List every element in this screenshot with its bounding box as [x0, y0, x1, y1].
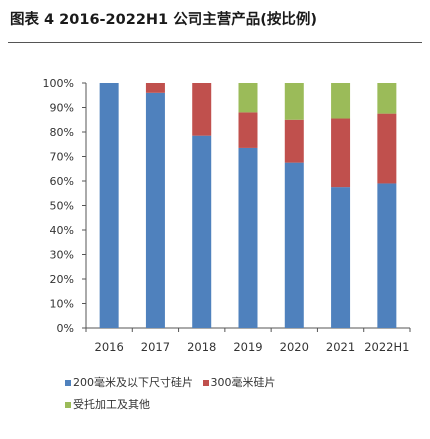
x-tick-label: 2016	[95, 340, 124, 354]
y-tick-label: 10%	[50, 298, 74, 311]
legend-swatch-300mm	[202, 380, 209, 386]
legend-swatch-other	[65, 402, 71, 408]
title-divider	[8, 42, 422, 43]
bar-segment-2017-s0	[145, 92, 165, 328]
y-tick-label: 60%	[50, 175, 74, 188]
bar-segment-2022H1-s2	[377, 83, 397, 114]
legend: 200毫米及以下尺寸硅片 300毫米硅片	[65, 374, 282, 390]
legend-label-other: 受托加工及其他	[73, 398, 150, 411]
bar-segment-2019-s2	[238, 83, 258, 113]
x-tick-label: 2017	[141, 340, 170, 354]
legend-swatch-200mm	[65, 380, 71, 386]
bar-segment-2021-s0	[331, 187, 351, 328]
y-tick-label: 100%	[43, 77, 74, 90]
bar-segment-2022H1-s0	[377, 183, 397, 328]
bar-segment-2022H1-s1	[377, 113, 397, 184]
bar-segment-2020-s2	[284, 83, 304, 120]
y-tick-label: 30%	[50, 249, 74, 262]
y-tick-label: 20%	[50, 273, 74, 286]
y-tick-label: 90%	[50, 102, 74, 115]
x-tick-label: 2021	[326, 340, 355, 354]
y-tick-label: 0%	[57, 322, 74, 335]
bar-segment-2020-s0	[284, 162, 304, 328]
x-tick-label: 2020	[280, 340, 309, 354]
y-tick-label: 50%	[50, 200, 74, 213]
bar-segment-2021-s2	[331, 83, 351, 119]
bar-segment-2019-s0	[238, 147, 258, 328]
x-tick-label: 2018	[187, 340, 216, 354]
legend-item-300mm: 300毫米硅片	[202, 376, 276, 389]
legend-label-200mm: 200毫米及以下尺寸硅片	[73, 376, 193, 389]
bar-segment-2021-s1	[331, 118, 351, 188]
bar-segment-2019-s1	[238, 112, 258, 148]
y-tick-label: 70%	[50, 151, 74, 164]
legend-item-200mm: 200毫米及以下尺寸硅片	[65, 376, 197, 389]
bar-segment-2018-s0	[192, 135, 212, 328]
x-tick-label: 2019	[233, 340, 262, 354]
bar-segment-2018-s1	[192, 83, 212, 136]
chart-title: 图表 4 2016-2022H1 公司主营产品(按比例)	[10, 12, 317, 28]
legend-item-other: 受托加工及其他	[65, 398, 150, 411]
bar-segment-2017-s1	[145, 83, 165, 93]
legend-row-2: 受托加工及其他	[65, 396, 156, 412]
y-tick-label: 80%	[50, 126, 74, 139]
legend-label-300mm: 300毫米硅片	[210, 376, 276, 389]
y-tick-label: 40%	[50, 224, 74, 237]
x-tick-label: 2022H1	[364, 340, 409, 354]
bar-segment-2016-s0	[99, 83, 119, 328]
bar-segment-2020-s1	[284, 119, 304, 163]
